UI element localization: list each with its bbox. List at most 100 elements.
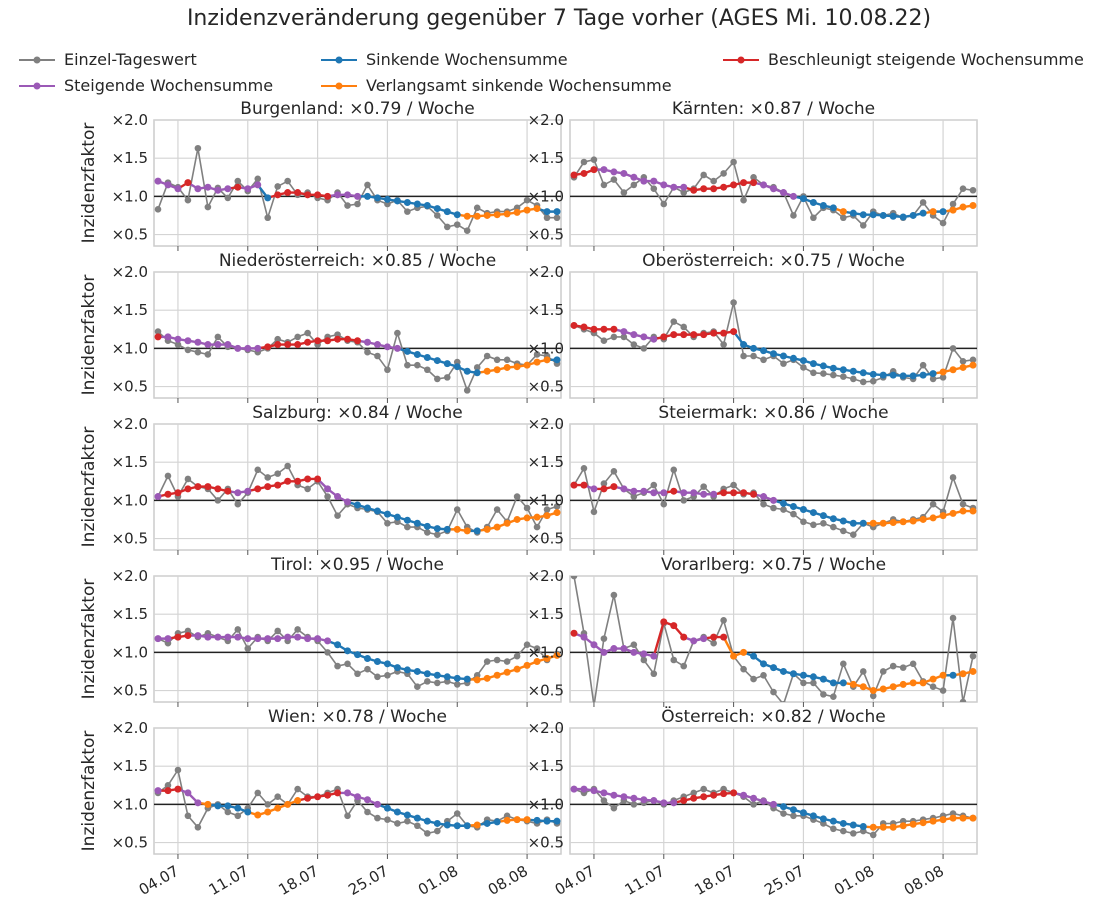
daily-point (770, 688, 777, 696)
daily-point (949, 614, 957, 622)
daily-point (740, 196, 747, 204)
weekly-point (710, 490, 718, 498)
daily-point (364, 808, 371, 816)
daily-point (949, 345, 957, 352)
weekly-point (473, 212, 481, 220)
daily-point (670, 318, 678, 325)
weekly-point (174, 185, 182, 193)
weekly-point (610, 168, 618, 176)
daily-point (680, 497, 688, 504)
daily-point (354, 200, 361, 208)
daily-point (204, 351, 212, 358)
weekly-point (403, 347, 411, 355)
daily-point (830, 825, 837, 833)
weekly-point (849, 680, 857, 688)
weekly-point (294, 797, 302, 805)
weekly-point (650, 652, 658, 660)
daily-point (503, 356, 511, 364)
x-tick-label: 04.07 (552, 862, 598, 899)
daily-point (214, 497, 222, 504)
daily-point (730, 481, 737, 489)
weekly-point (174, 335, 182, 343)
weekly-point (660, 181, 668, 189)
weekly-point (164, 490, 172, 498)
weekly-point (859, 683, 867, 691)
weekly-point (184, 632, 192, 640)
x-tick-label: 18.07 (275, 862, 321, 899)
weekly-point (839, 819, 847, 827)
daily-point (820, 691, 827, 698)
weekly-point (670, 622, 678, 630)
weekly-point (294, 341, 302, 349)
weekly-point (373, 507, 381, 515)
weekly-point (373, 194, 381, 202)
weekly-point (174, 633, 182, 641)
panel-series (570, 576, 977, 702)
panel-2: Kärnten: ×0.87 / Woche ×2.0 ×1.5 ×1.0 ×0.5 (528, 99, 978, 251)
weekly-point (483, 674, 491, 682)
daily-point (453, 681, 461, 688)
weekly-point (829, 364, 837, 372)
weekly-point (553, 817, 561, 825)
daily-point (600, 181, 608, 189)
weekly-segment (722, 635, 735, 658)
weekly-point (513, 665, 521, 673)
weekly-point (344, 498, 352, 506)
daily-point (790, 212, 797, 219)
daily-point (443, 374, 451, 381)
panel-series (154, 766, 561, 837)
daily-point (533, 351, 541, 358)
weekly-point (570, 481, 578, 489)
weekly-point (553, 651, 561, 659)
weekly-point (503, 519, 511, 527)
weekly-point (590, 325, 598, 333)
weekly-point (164, 181, 172, 189)
weekly-point (363, 338, 371, 346)
daily-point (869, 692, 877, 700)
x-tick-label: 25.07 (761, 862, 807, 899)
weekly-point (859, 823, 867, 831)
weekly-point (869, 519, 877, 527)
daily-point (850, 830, 857, 837)
daily-point (680, 662, 688, 670)
daily-point (274, 627, 282, 635)
daily-point (800, 679, 807, 687)
weekly-point (503, 816, 511, 824)
weekly-point (214, 802, 222, 810)
weekly-point (314, 793, 322, 801)
weekly-point (760, 181, 768, 189)
weekly-point (949, 671, 957, 679)
daily-point (840, 660, 847, 668)
weekly-point (839, 679, 847, 687)
weekly-point (730, 181, 738, 189)
weekly-point (869, 370, 877, 378)
y-tick-label: ×0.5 (528, 834, 564, 852)
weekly-point (204, 483, 212, 491)
y-tick-label: ×2.0 (528, 415, 564, 433)
y-axis-label: Inzidenzfaktor (79, 579, 99, 700)
weekly-point (889, 212, 897, 220)
weekly-point (423, 817, 431, 825)
weekly-point (354, 337, 361, 345)
daily-point (929, 375, 937, 383)
weekly-point (413, 519, 421, 527)
weekly-point (809, 509, 817, 517)
daily-point (710, 639, 717, 647)
weekly-point (760, 797, 768, 805)
daily-point (800, 518, 807, 526)
weekly-point (274, 481, 282, 489)
daily-point (820, 519, 827, 527)
weekly-point (453, 822, 461, 830)
daily-point (434, 827, 441, 835)
weekly-point (174, 785, 182, 793)
weekly-point (879, 371, 887, 379)
weekly-point (909, 820, 917, 828)
weekly-point (660, 618, 668, 626)
y-tick-label: ×0.5 (112, 378, 148, 396)
weekly-point (600, 648, 608, 656)
legend-item-slowing: Verlangsamt sinkende Wochensumme (320, 76, 672, 95)
daily-point (840, 527, 847, 535)
legend-swatch-rising (19, 82, 55, 89)
weekly-point (463, 212, 471, 220)
weekly-point (383, 804, 391, 812)
